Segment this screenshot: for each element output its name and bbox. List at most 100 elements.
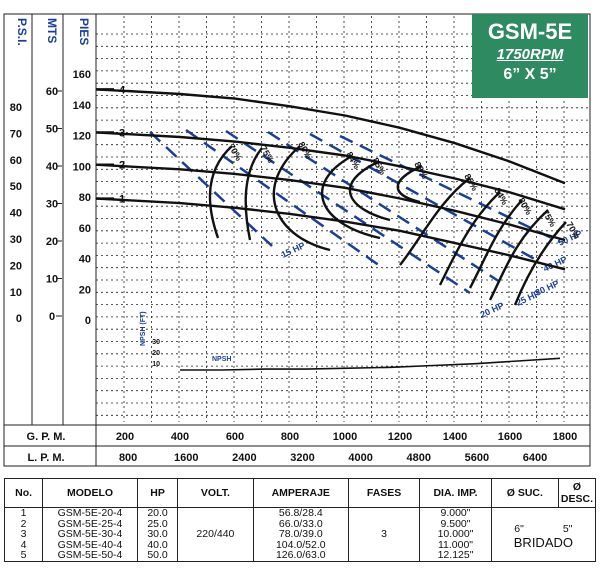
pies-tick: 40	[79, 254, 91, 266]
amp-4: 104.0/52.0	[275, 538, 326, 551]
mts-tick: 40	[46, 161, 58, 173]
npsh-label: NPSH	[212, 356, 231, 363]
table-body-row: 1 2 3 4 5 GSM-5E-20-4 GSM-5E-25-4 GSM-5E…	[3, 507, 597, 562]
dia-3: 10.000"	[437, 528, 474, 541]
col-no: No.	[3, 478, 44, 508]
gpm-tick: 600	[226, 431, 244, 443]
pies-axis-title: PIES	[77, 18, 91, 45]
cell-dia-imp: 9.000" 9.500" 10.000" 11.000" 12.125"	[419, 507, 492, 562]
modelo-2: GSM-5E-25-4	[57, 517, 123, 530]
spec-table: No. MODELO HP VOLT. AMPERAJE FASES DIA. …	[3, 478, 597, 562]
dia-5: 12.125"	[437, 549, 474, 562]
lpm-tick: 1600	[174, 452, 198, 464]
amp-3: 78.0/39.0	[278, 528, 323, 541]
col-dia-imp: DIA. IMP.	[419, 478, 492, 508]
no-5: 5	[20, 549, 27, 562]
col-amperaje: AMPERAJE	[252, 478, 349, 508]
cell-no: 1 2 3 4 5	[3, 507, 44, 562]
col-suc: Ø SUC.	[490, 478, 559, 508]
psi-tick: 50	[10, 181, 22, 193]
lpm-label: L. P. M.	[27, 452, 64, 464]
head-curve-1	[95, 197, 566, 271]
lpm-tick: 4800	[407, 452, 431, 464]
psi-tick: 10	[10, 287, 22, 299]
gpm-tick: 1200	[388, 431, 412, 443]
psi-tick: 60	[10, 155, 22, 167]
psi-tick: 80	[10, 102, 22, 114]
lpm-tick: 5600	[465, 452, 489, 464]
gpm-tick: 400	[171, 431, 189, 443]
pies-tick: 140	[73, 100, 91, 112]
dia-1: 9.000"	[440, 507, 471, 519]
dia-2: 9.500"	[440, 517, 471, 530]
hp-line	[225, 129, 471, 295]
modelo-1: GSM-5E-20-4	[57, 507, 123, 519]
psi-tick: 40	[10, 208, 22, 220]
hp-1: 20.0	[147, 507, 168, 519]
col-fases: FASES	[347, 478, 421, 508]
efficiency-curve	[272, 145, 331, 252]
gpm-tick: 1000	[333, 431, 357, 443]
no-4: 4	[20, 538, 27, 551]
npsh-axis-title: NPSH (FT)	[140, 311, 147, 346]
mts-tick: 10	[46, 274, 58, 286]
no-3: 3	[20, 528, 27, 541]
cell-volt: 220/440	[177, 507, 254, 562]
head-curve-4	[95, 88, 566, 185]
mts-tick: 0	[49, 311, 55, 323]
pies-tick: 60	[79, 223, 91, 235]
hp-line	[339, 134, 561, 244]
gpm-tick: 1600	[498, 431, 522, 443]
col-modelo: MODELO	[42, 478, 138, 508]
hp-label: 30 HP	[534, 278, 561, 298]
pies-tick: 120	[73, 131, 91, 143]
curve-label: 4	[119, 84, 126, 96]
cell-amperaje: 56.8/28.4 66.0/33.0 78.0/39.0 104.0/52.0…	[252, 507, 349, 562]
lpm-tick: 800	[119, 452, 137, 464]
hp-line	[267, 130, 501, 284]
efficiency-curve	[320, 154, 381, 240]
head-curve-2	[95, 163, 566, 242]
efficiency-curve	[208, 145, 233, 239]
npsh-area: NPSH (FT) 30 20 10 NPSH	[140, 311, 561, 371]
col-desc: Ø DESC.	[557, 478, 597, 508]
hp-line	[149, 131, 273, 247]
title-model: GSM-5E	[487, 19, 573, 44]
npsh-tick: 30	[152, 339, 160, 346]
no-2: 2	[20, 517, 27, 530]
title-size: 6” X 5”	[503, 66, 557, 83]
amp-5: 126.0/63.0	[275, 549, 326, 562]
pies-tick: 80	[79, 192, 91, 204]
no-1: 1	[20, 507, 27, 519]
psi-tick: 30	[10, 234, 22, 246]
gpm-tick: 1800	[553, 431, 577, 443]
modelo-3: GSM-5E-30-4	[57, 528, 123, 541]
modelo-5: GSM-5E-50-4	[57, 549, 123, 562]
pies-tick: 160	[73, 69, 91, 81]
hp-4: 40.0	[147, 538, 168, 551]
npsh-tick: 20	[152, 350, 160, 357]
pies-tick: 0	[85, 315, 91, 327]
psi-axis-title: P.S.I.	[15, 18, 29, 46]
cell-modelo: GSM-5E-20-4 GSM-5E-25-4 GSM-5E-30-4 GSM-…	[42, 507, 138, 562]
lpm-tick: 2400	[232, 452, 256, 464]
chart-frame	[3, 13, 591, 467]
pies-tick: 20	[79, 284, 91, 296]
efficiency-curve	[513, 221, 567, 306]
col-volt: VOLT.	[177, 478, 254, 508]
cell-connections: 6" 5" BRIDADO	[490, 507, 597, 562]
hp-2: 25.0	[147, 517, 168, 530]
cell-fases: 3	[347, 507, 421, 562]
gpm-tick: 200	[116, 431, 134, 443]
table-header-row: No. MODELO HP VOLT. AMPERAJE FASES DIA. …	[3, 478, 597, 508]
efficiency-curve	[244, 147, 263, 241]
axes: P.S.I. MTS PIES807060504030201006050403020…	[10, 18, 91, 327]
suc-value: 6"	[514, 522, 524, 535]
head-curves: 1 2 3 4	[95, 84, 566, 271]
efficiency-curve	[468, 199, 523, 289]
mts-tick: 60	[46, 86, 58, 98]
hp-5: 50.0	[147, 549, 168, 562]
mts-tick: 50	[46, 124, 58, 136]
bridado-label: BRIDADO	[513, 535, 573, 551]
